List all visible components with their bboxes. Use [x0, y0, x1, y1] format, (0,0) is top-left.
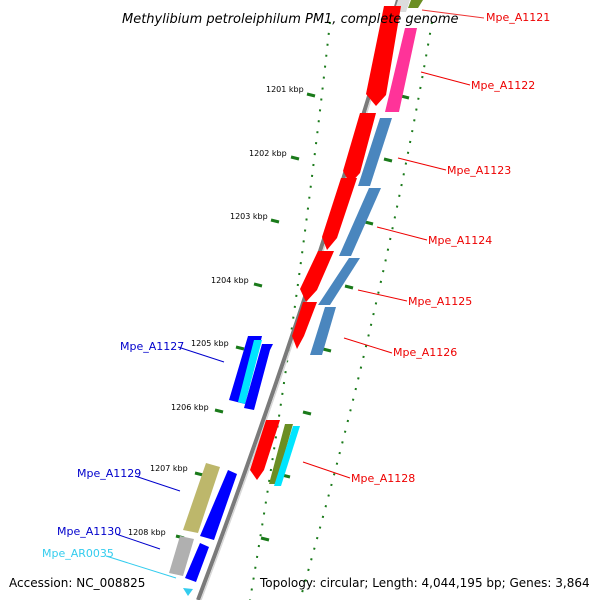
- gene-label-mpe-a1125[interactable]: Mpe_A1125: [408, 295, 472, 308]
- kbp-label: 1204 kbp: [211, 276, 249, 285]
- gene-a1125-steel[interactable]: [318, 258, 360, 305]
- gene-a1124-steel[interactable]: [339, 188, 381, 256]
- kbp-label: 1205 kbp: [191, 339, 229, 348]
- gene-a1128-cyan[interactable]: [274, 426, 300, 486]
- inner-tick-ring: [299, 21, 433, 600]
- accession-text: Accession: NC_008825: [9, 576, 145, 590]
- gene-label-mpe-a1128[interactable]: Mpe_A1128: [351, 472, 415, 485]
- gene-a1126-steel[interactable]: [310, 307, 336, 355]
- gene-a1126-feature[interactable]: [292, 302, 317, 349]
- gene-label-mpe-ar0035[interactable]: Mpe_AR0035: [42, 547, 114, 560]
- gene-ar0035-feature[interactable]: [183, 588, 193, 596]
- gene-a1130-blue[interactable]: [185, 543, 209, 582]
- gene-a1122-feature[interactable]: [385, 28, 417, 112]
- gene-label-mpe-a1126[interactable]: Mpe_A1126: [393, 346, 457, 359]
- gene-a1123-steel[interactable]: [358, 118, 392, 186]
- gene-feature-olive[interactable]: [408, 0, 423, 8]
- kbp-label: 1207 kbp: [150, 464, 188, 473]
- map-title: Methylibium petroleiphilum PM1, complete…: [122, 12, 459, 27]
- gene-label-mpe-a1129[interactable]: Mpe_A1129: [77, 467, 141, 480]
- gene-a1127-cyan[interactable]: [238, 340, 262, 404]
- gene-a1129-blue[interactable]: [200, 470, 237, 540]
- gene-label-mpe-a1123[interactable]: Mpe_A1123: [447, 164, 511, 177]
- gene-label-mpe-a1124[interactable]: Mpe_A1124: [428, 234, 492, 247]
- gene-a1128-olive[interactable]: [269, 424, 293, 484]
- gene-a1123-feature[interactable]: [343, 113, 376, 184]
- kbp-label: 1206 kbp: [171, 403, 209, 412]
- kbp-label: 1202 kbp: [249, 149, 287, 158]
- outer-tick-ring: [249, 21, 331, 600]
- gene-a1129-feature[interactable]: [183, 463, 220, 533]
- gene-a1125-feature[interactable]: [300, 251, 334, 302]
- gene-a1124-feature[interactable]: [322, 178, 357, 250]
- kbp-label: 1208 kbp: [128, 528, 166, 537]
- gene-label-mpe-a1130[interactable]: Mpe_A1130: [57, 525, 121, 538]
- gene-a1128-feature[interactable]: [250, 420, 280, 480]
- gene-a1121-feature[interactable]: [366, 6, 401, 106]
- gene-label-mpe-a1127[interactable]: Mpe_A1127: [120, 340, 184, 353]
- kbp-label: 1201 kbp: [266, 85, 304, 94]
- label-leaders: [105, 9, 485, 579]
- gene-label-mpe-a1122[interactable]: Mpe_A1122: [471, 79, 535, 92]
- kbp-label: 1203 kbp: [230, 212, 268, 221]
- gene-a1130-feature[interactable]: [169, 536, 194, 576]
- gene-label-mpe-a1121[interactable]: Mpe_A1121: [486, 11, 550, 24]
- gene-a1127-b[interactable]: [244, 344, 273, 410]
- topology-text: Topology: circular; Length: 4,044,195 bp…: [259, 576, 590, 590]
